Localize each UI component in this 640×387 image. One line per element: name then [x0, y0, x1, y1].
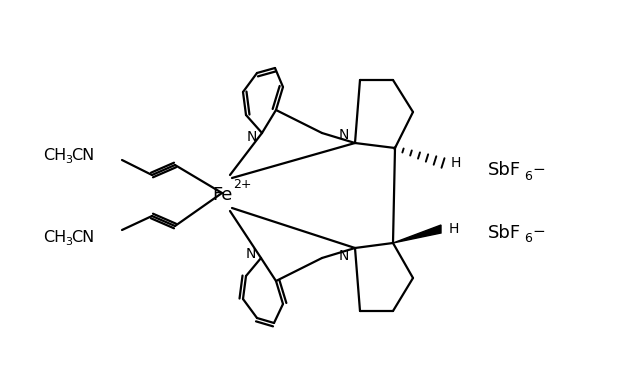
- Text: N: N: [339, 249, 349, 263]
- Text: H: H: [451, 156, 461, 170]
- Text: 2+: 2+: [233, 178, 252, 192]
- Text: SbF: SbF: [488, 161, 521, 179]
- Text: 3: 3: [65, 155, 72, 165]
- Text: CH: CH: [43, 229, 67, 245]
- Text: H: H: [449, 222, 460, 236]
- Polygon shape: [393, 225, 441, 243]
- Text: Fe: Fe: [212, 186, 232, 204]
- Text: −: −: [532, 224, 545, 240]
- Text: CH: CH: [43, 147, 67, 163]
- Text: N: N: [247, 130, 257, 144]
- Text: 3: 3: [65, 237, 72, 247]
- Text: SbF: SbF: [488, 224, 521, 242]
- Text: 6: 6: [524, 170, 532, 183]
- Text: −: −: [532, 161, 545, 176]
- Text: CN: CN: [71, 229, 94, 245]
- Text: 6: 6: [524, 233, 532, 245]
- Text: N: N: [339, 128, 349, 142]
- Text: CN: CN: [71, 147, 94, 163]
- Text: N: N: [246, 247, 256, 261]
